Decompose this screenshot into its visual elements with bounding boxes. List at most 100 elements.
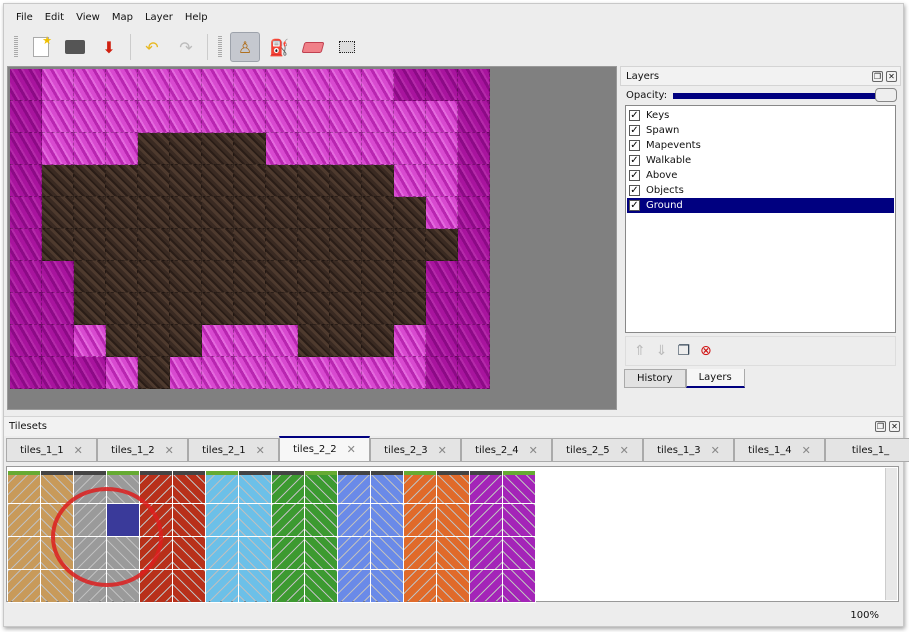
map-tile[interactable]	[234, 69, 266, 101]
map-tile[interactable]	[330, 69, 362, 101]
map-tile[interactable]	[10, 101, 42, 133]
tileset-tile[interactable]	[239, 537, 272, 570]
redo-icon[interactable]: ↷	[179, 37, 193, 57]
map-tile[interactable]	[42, 293, 74, 325]
map-tile[interactable]	[106, 69, 138, 101]
map-tile[interactable]	[106, 197, 138, 229]
tileset-tile[interactable]	[272, 537, 305, 570]
map-tile[interactable]	[426, 197, 458, 229]
close-tab-icon[interactable]: ✕	[346, 443, 356, 456]
map-tile[interactable]	[106, 229, 138, 261]
map-tile[interactable]	[362, 101, 394, 133]
map-tile[interactable]	[42, 101, 74, 133]
tileset-view[interactable]	[6, 466, 899, 603]
tileset-tile[interactable]	[437, 570, 470, 603]
map-tile[interactable]	[42, 357, 74, 389]
map-tile[interactable]	[458, 133, 490, 165]
map-tile[interactable]	[458, 229, 490, 261]
tileset-tile[interactable]	[8, 570, 41, 603]
map-tile[interactable]	[394, 197, 426, 229]
tileset-tile[interactable]	[371, 570, 404, 603]
map-tile[interactable]	[394, 293, 426, 325]
map-tile[interactable]	[234, 325, 266, 357]
stamp-brush-icon[interactable]: ♙	[230, 32, 260, 62]
map-tile[interactable]	[266, 69, 298, 101]
tileset-tile[interactable]	[8, 504, 41, 537]
map-tile[interactable]	[298, 69, 330, 101]
tileset-tile[interactable]	[338, 570, 371, 603]
map-tile[interactable]	[458, 165, 490, 197]
map-tile[interactable]	[234, 261, 266, 293]
tileset-tab[interactable]: tiles_1_4 ✕	[734, 438, 825, 462]
tileset-tab[interactable]: tiles_2_5 ✕	[552, 438, 643, 462]
map-tile[interactable]	[298, 197, 330, 229]
remove-layer-icon[interactable]: ⊗	[700, 343, 712, 359]
map-tile[interactable]	[266, 133, 298, 165]
tileset-tile[interactable]	[239, 570, 272, 603]
menu-edit[interactable]: Edit	[44, 12, 65, 23]
map-tile[interactable]	[138, 165, 170, 197]
map-tile[interactable]	[362, 325, 394, 357]
map-tile[interactable]	[138, 69, 170, 101]
map-tile[interactable]	[298, 165, 330, 197]
map-tile[interactable]	[138, 325, 170, 357]
duplicate-layer-icon[interactable]: ❐	[677, 343, 691, 359]
visibility-checkbox[interactable]: ✓	[629, 110, 640, 121]
tileset-tile[interactable]	[272, 471, 305, 504]
map-tile[interactable]	[74, 357, 106, 389]
tileset-tile[interactable]	[437, 537, 470, 570]
map-tile[interactable]	[362, 69, 394, 101]
map-tile[interactable]	[202, 261, 234, 293]
tileset-tile[interactable]	[305, 570, 338, 603]
tileset-tile[interactable]	[470, 570, 503, 603]
map-tile[interactable]	[202, 133, 234, 165]
map-tile[interactable]	[234, 133, 266, 165]
layer-item-spawn[interactable]: ✓ Spawn	[627, 123, 894, 138]
map-tile[interactable]	[458, 261, 490, 293]
tileset-tile[interactable]	[239, 471, 272, 504]
map-tile[interactable]	[42, 133, 74, 165]
map-tile[interactable]	[202, 101, 234, 133]
map-tile[interactable]	[42, 229, 74, 261]
map-tile[interactable]	[362, 357, 394, 389]
map-tile[interactable]	[394, 133, 426, 165]
map-tile[interactable]	[202, 293, 234, 325]
map-tile[interactable]	[298, 229, 330, 261]
float-icon[interactable]: ❐	[875, 421, 886, 432]
map-tile[interactable]	[74, 165, 106, 197]
tileset-tab[interactable]: tiles_1_1 ✕	[6, 438, 97, 462]
tile-map[interactable]	[10, 69, 490, 389]
close-tab-icon[interactable]: ✕	[801, 443, 811, 457]
map-tile[interactable]	[362, 165, 394, 197]
map-tile[interactable]	[394, 261, 426, 293]
float-icon[interactable]: ❐	[872, 70, 883, 82]
map-tile[interactable]	[394, 357, 426, 389]
menu-file[interactable]: File	[16, 12, 33, 23]
tileset-tile[interactable]	[371, 537, 404, 570]
map-tile[interactable]	[106, 357, 138, 389]
map-tile[interactable]	[10, 133, 42, 165]
map-tile[interactable]	[10, 357, 42, 389]
map-tile[interactable]	[362, 197, 394, 229]
visibility-checkbox[interactable]: ✓	[629, 200, 640, 211]
close-tab-icon[interactable]: ✕	[710, 443, 720, 457]
map-tile[interactable]	[458, 325, 490, 357]
tileset-tile[interactable]	[404, 570, 437, 603]
map-tile[interactable]	[202, 325, 234, 357]
tileset-tile[interactable]	[305, 504, 338, 537]
tileset-tile[interactable]	[41, 570, 74, 603]
map-tile[interactable]	[330, 229, 362, 261]
tileset-tile[interactable]	[305, 471, 338, 504]
map-view[interactable]	[7, 66, 617, 410]
undo-icon[interactable]: ↶	[145, 37, 159, 57]
layer-item-mapevents[interactable]: ✓ Mapevents	[627, 138, 894, 153]
map-tile[interactable]	[330, 357, 362, 389]
close-tab-icon[interactable]: ✕	[255, 443, 265, 457]
tileset-tile[interactable]	[404, 471, 437, 504]
map-tile[interactable]	[266, 357, 298, 389]
map-tile[interactable]	[426, 165, 458, 197]
map-tile[interactable]	[362, 261, 394, 293]
tileset-tile[interactable]	[206, 504, 239, 537]
map-tile[interactable]	[234, 165, 266, 197]
map-tile[interactable]	[202, 229, 234, 261]
